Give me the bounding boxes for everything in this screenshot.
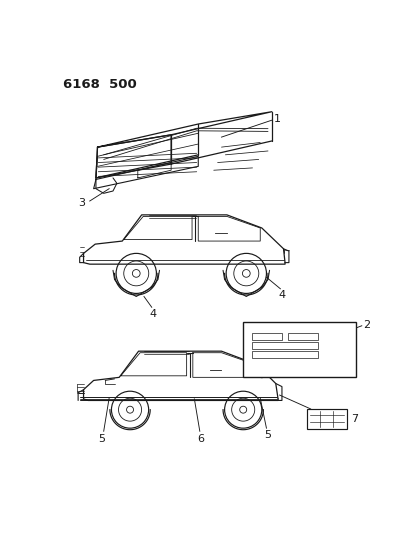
Bar (253, 333, 282, 340)
Text: 5: 5 (264, 430, 271, 440)
Bar (288, 333, 317, 340)
Bar (307, 409, 347, 429)
Text: 4: 4 (149, 309, 156, 319)
Text: 3: 3 (78, 198, 85, 208)
Bar (243, 322, 356, 377)
Text: 5: 5 (99, 433, 106, 443)
Text: 4: 4 (278, 290, 286, 300)
Text: 7: 7 (351, 414, 358, 424)
Bar (253, 351, 317, 358)
Text: 6: 6 (197, 433, 204, 443)
Text: 2: 2 (364, 320, 370, 330)
Text: 1: 1 (274, 114, 281, 124)
Text: 6168  500: 6168 500 (62, 78, 136, 91)
Bar (253, 342, 317, 349)
